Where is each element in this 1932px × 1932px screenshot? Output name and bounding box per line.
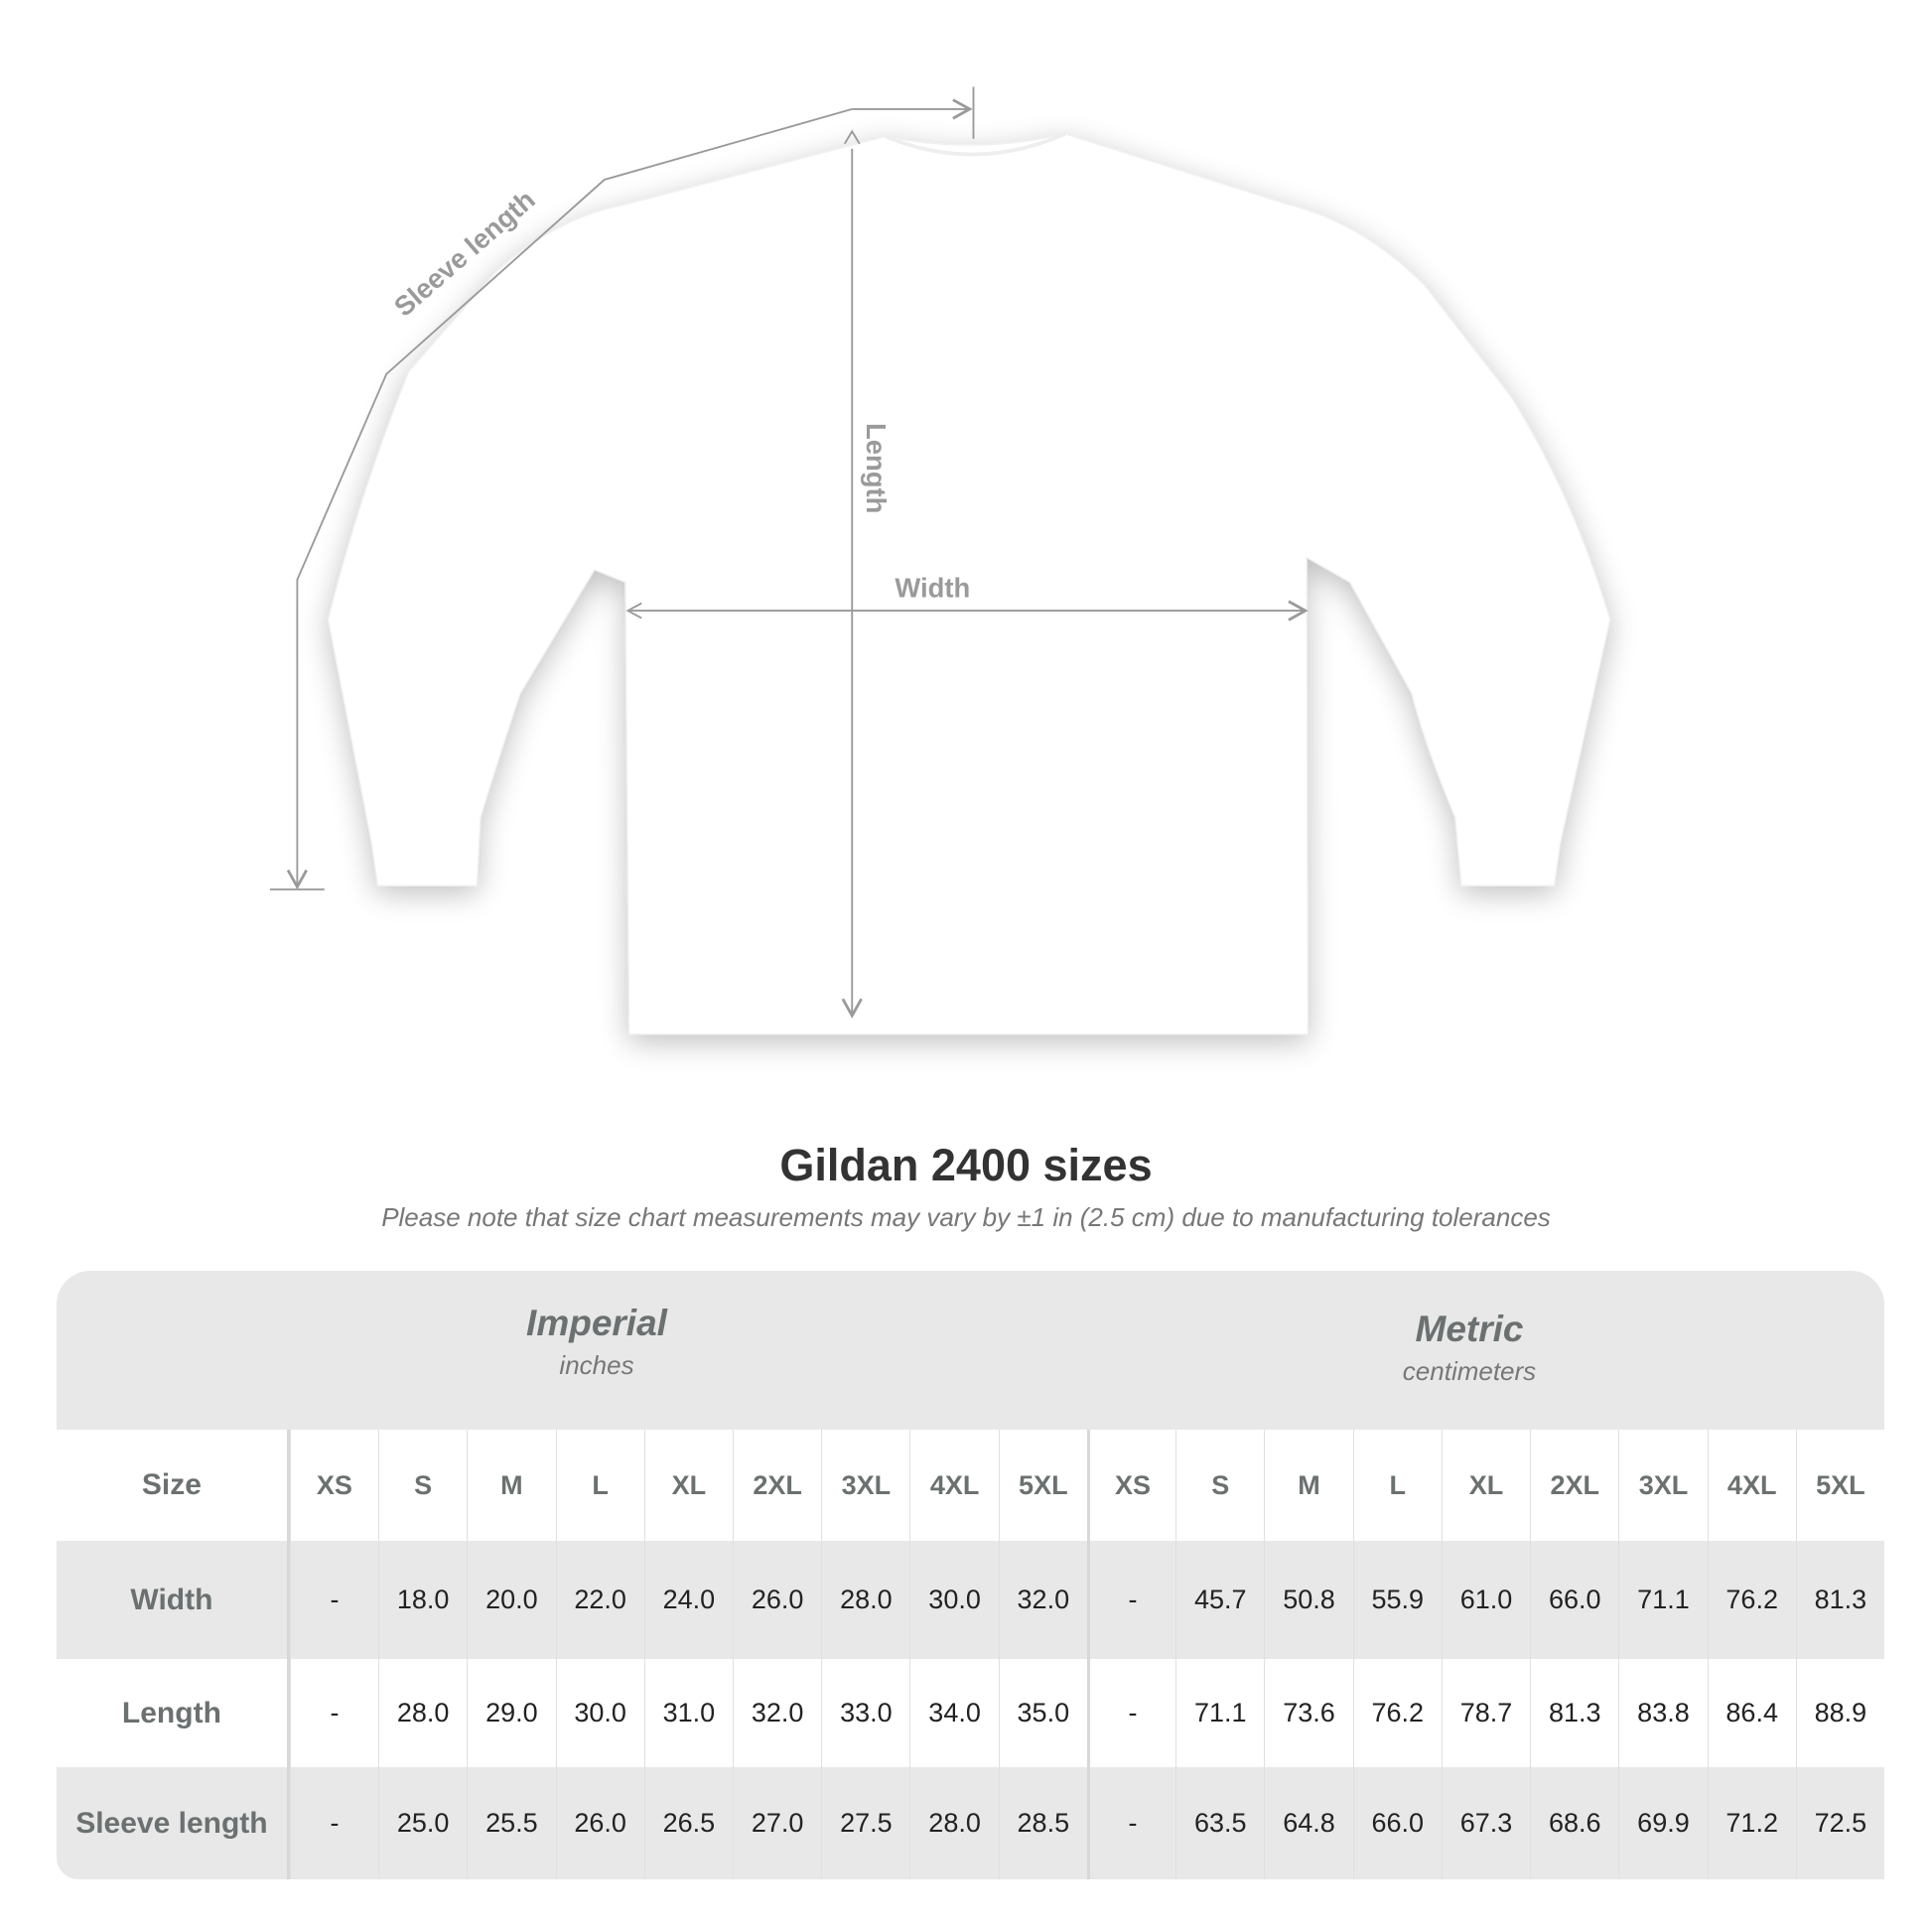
tolerance-note: Please note that size chart measurements… bbox=[381, 1202, 1551, 1232]
table-cell: - bbox=[1086, 1767, 1175, 1879]
table-cell: 26.5 bbox=[643, 1767, 733, 1879]
table-cell: 68.6 bbox=[1530, 1767, 1618, 1879]
size-imperial-xs: XS bbox=[289, 1430, 378, 1541]
table-cell: 20.0 bbox=[467, 1541, 555, 1659]
length-label: Length bbox=[861, 423, 892, 513]
imperial-unit: inches bbox=[559, 1350, 634, 1380]
table-cell: 30.0 bbox=[909, 1541, 998, 1659]
table-cell: 26.0 bbox=[733, 1541, 821, 1659]
size-imperial-xl: XL bbox=[643, 1430, 733, 1541]
table-cell: 67.3 bbox=[1441, 1767, 1530, 1879]
table-cell: 71.1 bbox=[1618, 1541, 1707, 1659]
table-cell: 73.6 bbox=[1264, 1659, 1352, 1767]
width-label: Width bbox=[895, 572, 970, 603]
table-cell: 28.0 bbox=[821, 1541, 909, 1659]
size-metric-xl: XL bbox=[1441, 1430, 1530, 1541]
table-cell: 71.1 bbox=[1175, 1659, 1264, 1767]
table-cell: - bbox=[1086, 1541, 1175, 1659]
row-label: Width bbox=[57, 1541, 290, 1659]
size-imperial-l: L bbox=[555, 1430, 644, 1541]
table-cell: 61.0 bbox=[1441, 1541, 1530, 1659]
size-imperial-3xl: 3XL bbox=[821, 1430, 909, 1541]
table-cell: 76.2 bbox=[1707, 1541, 1796, 1659]
table-cell: 88.9 bbox=[1795, 1659, 1884, 1767]
table-cell: 26.0 bbox=[555, 1767, 644, 1879]
metric-unit: centimeters bbox=[1402, 1356, 1537, 1386]
size-header-row: Size XS S M L XL 2XL 3XL 4XL 5XL XS S M L XL 2XL 3XL 4XL 5… bbox=[57, 1430, 1884, 1541]
unit-header bbox=[57, 1271, 1884, 1430]
table-cell: 78.7 bbox=[1441, 1659, 1530, 1767]
table-cell: 45.7 bbox=[1175, 1541, 1264, 1659]
table-cell: 64.8 bbox=[1264, 1767, 1352, 1879]
metric-title: Metric bbox=[1415, 1309, 1524, 1349]
size-imperial-5xl: 5XL bbox=[998, 1430, 1087, 1541]
table-cell: 32.0 bbox=[733, 1659, 821, 1767]
table-cell: 63.5 bbox=[1175, 1767, 1264, 1879]
table-cell: 72.5 bbox=[1795, 1767, 1884, 1879]
table-row-sleeve-length: Sleeve length -25.0 25.5 26.0 26.5 27.0 27.5 28… bbox=[57, 1767, 1884, 1879]
table-cell: 27.0 bbox=[733, 1767, 821, 1879]
table-cell: 76.2 bbox=[1352, 1659, 1442, 1767]
size-label: Size bbox=[57, 1430, 290, 1541]
table-cell: 31.0 bbox=[643, 1659, 733, 1767]
table-cell: 29.0 bbox=[467, 1659, 555, 1767]
table-cell: 32.0 bbox=[998, 1541, 1087, 1659]
size-metric-5xl: 5XL bbox=[1795, 1430, 1884, 1541]
size-imperial-s: S bbox=[378, 1430, 467, 1541]
table-cell: 28.5 bbox=[998, 1767, 1087, 1879]
page-title: Gildan 2400 sizes bbox=[779, 1140, 1153, 1190]
table-cell: 33.0 bbox=[821, 1659, 909, 1767]
table-row-length: Length -28.0 29.0 30.0 31.0 32.0 33.0 34.0 35.0-… bbox=[57, 1659, 1884, 1767]
table-cell: 71.2 bbox=[1707, 1767, 1796, 1879]
size-metric-3xl: 3XL bbox=[1618, 1430, 1707, 1541]
sleeve-length-line bbox=[269, 86, 975, 891]
table-cell: 18.0 bbox=[378, 1541, 467, 1659]
table-cell: 28.0 bbox=[909, 1767, 998, 1879]
table-cell: 24.0 bbox=[643, 1541, 733, 1659]
row-label: Sleeve length bbox=[57, 1767, 290, 1879]
size-imperial-m: M bbox=[467, 1430, 555, 1541]
size-imperial-4xl: 4XL bbox=[909, 1430, 998, 1541]
table-cell: 50.8 bbox=[1264, 1541, 1352, 1659]
table-cell: 86.4 bbox=[1707, 1659, 1796, 1767]
table-cell: - bbox=[1086, 1659, 1175, 1767]
table-cell: 34.0 bbox=[909, 1659, 998, 1767]
size-metric-xs: XS bbox=[1086, 1430, 1175, 1541]
table-cell: 30.0 bbox=[555, 1659, 644, 1767]
size-metric-l: L bbox=[1352, 1430, 1442, 1541]
table-cell: 83.8 bbox=[1618, 1659, 1707, 1767]
table-cell: - bbox=[289, 1659, 378, 1767]
metric-header: Metric centimeters bbox=[1172, 1309, 1767, 1387]
table-cell: 27.5 bbox=[821, 1767, 909, 1879]
table-cell: 81.3 bbox=[1795, 1541, 1884, 1659]
table-cell: 28.0 bbox=[378, 1659, 467, 1767]
row-label: Length bbox=[57, 1659, 290, 1767]
table-cell: - bbox=[289, 1767, 378, 1879]
size-table: Imperial inches Metric centimeters Size X… bbox=[57, 1271, 1884, 1879]
table-cell: 69.9 bbox=[1618, 1767, 1707, 1879]
shirt-diagram: Sleeve length Length Width bbox=[269, 86, 1611, 1035]
table-cell: 25.0 bbox=[378, 1767, 467, 1879]
long-sleeve-shirt bbox=[327, 133, 1611, 1035]
size-metric-m: M bbox=[1264, 1430, 1352, 1541]
imperial-header: Imperial inches bbox=[299, 1303, 895, 1381]
table-cell: - bbox=[289, 1541, 378, 1659]
table-cell: 55.9 bbox=[1352, 1541, 1442, 1659]
size-metric-4xl: 4XL bbox=[1707, 1430, 1796, 1541]
size-metric-s: S bbox=[1175, 1430, 1264, 1541]
table-row-width: Width -18.0 20.0 22.0 24.0 26.0 28.0 30.0 32.0-4… bbox=[57, 1541, 1884, 1659]
table-cell: 66.0 bbox=[1352, 1767, 1442, 1879]
table-cell: 35.0 bbox=[998, 1659, 1087, 1767]
table-cell: 25.5 bbox=[467, 1767, 555, 1879]
size-metric-2xl: 2XL bbox=[1530, 1430, 1618, 1541]
table-cell: 66.0 bbox=[1530, 1541, 1618, 1659]
table-cell: 81.3 bbox=[1530, 1659, 1618, 1767]
size-imperial-2xl: 2XL bbox=[733, 1430, 821, 1541]
table-cell: 22.0 bbox=[555, 1541, 644, 1659]
imperial-title: Imperial bbox=[526, 1303, 667, 1343]
